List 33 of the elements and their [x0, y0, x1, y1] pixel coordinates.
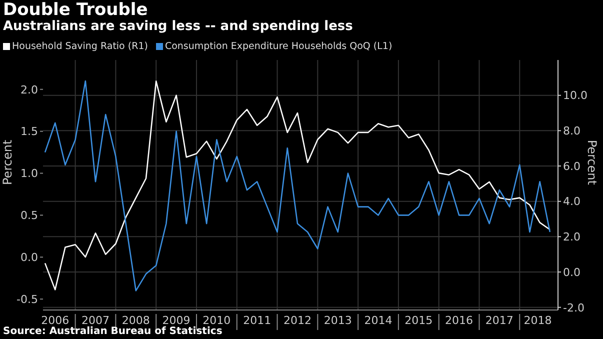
- y2-tick-label: 4.0: [563, 195, 580, 208]
- legend-label: Household Saving Ratio (R1): [12, 41, 148, 52]
- x-tick-label: 2015: [404, 314, 433, 327]
- y-tick-label: 0.5: [20, 209, 38, 222]
- y2-tick-label: 6.0: [563, 160, 580, 173]
- y-tick-label: -0.5: [16, 293, 38, 306]
- x-tick-label: 2009: [162, 314, 190, 327]
- x-tick-label: 2006: [41, 314, 70, 327]
- y-tick-label: 2.0: [20, 83, 38, 96]
- x-tick-label: 2008: [122, 314, 150, 327]
- x-tick-label: 2007: [82, 314, 110, 327]
- y-tick-label: 1.0: [20, 167, 38, 180]
- y-tick-label: 1.5: [20, 125, 38, 138]
- y-axis-title: Percent: [0, 140, 14, 185]
- y2-tick-label: 2.0: [563, 230, 580, 244]
- x-tick-label: 2010: [202, 314, 231, 327]
- y2-tick-label: 0.0: [563, 266, 580, 279]
- x-tick-label: 2016: [445, 314, 474, 327]
- x-tick-label: 2011: [243, 314, 272, 327]
- source-note: Source: Australian Bureau of Statistics: [3, 326, 222, 337]
- legend-label: Consumption Expenditure Households QoQ (L1): [164, 41, 392, 52]
- x-tick-label: 2017: [485, 314, 514, 327]
- y-tick-label: 0.0: [20, 251, 38, 264]
- y2-tick-label: -2.0: [563, 301, 584, 314]
- y2-tick-label: 8.0: [563, 124, 580, 138]
- x-tick-label: 2018: [524, 314, 552, 327]
- chart-subtitle: Australians are saving less -- and spending less: [3, 19, 353, 34]
- chart-title: Double Trouble: [3, 0, 148, 20]
- x-tick-label: 2014: [364, 314, 392, 327]
- x-tick-label: 2013: [324, 314, 352, 327]
- y2-axis-title: Percent: [584, 140, 599, 186]
- y2-tick-label: 10.0: [563, 89, 588, 102]
- x-tick-label: 2012: [283, 314, 312, 327]
